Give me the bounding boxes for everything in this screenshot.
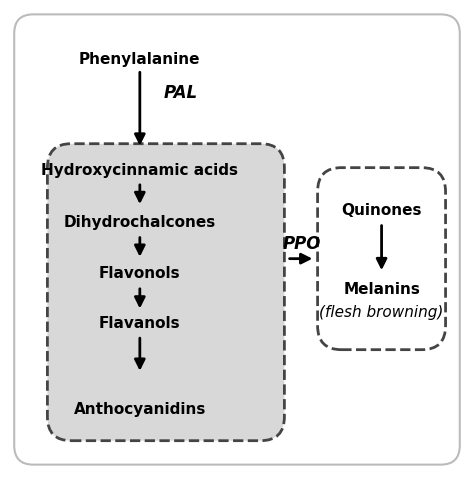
Text: Melanins: Melanins [343, 282, 420, 297]
Text: PAL: PAL [164, 84, 198, 103]
FancyBboxPatch shape [318, 168, 446, 350]
Text: Quinones: Quinones [341, 203, 422, 218]
Text: Anthocyanidins: Anthocyanidins [73, 402, 206, 417]
Text: Dihydrochalcones: Dihydrochalcones [64, 215, 216, 230]
Text: Hydroxycinnamic acids: Hydroxycinnamic acids [41, 162, 238, 178]
Text: PPO: PPO [283, 235, 321, 253]
FancyBboxPatch shape [47, 144, 284, 441]
FancyBboxPatch shape [14, 14, 460, 465]
Text: Phenylalanine: Phenylalanine [79, 52, 201, 68]
Text: Flavonols: Flavonols [99, 265, 181, 281]
Text: Flavanols: Flavanols [99, 316, 181, 331]
Text: (flesh browning): (flesh browning) [319, 305, 444, 320]
